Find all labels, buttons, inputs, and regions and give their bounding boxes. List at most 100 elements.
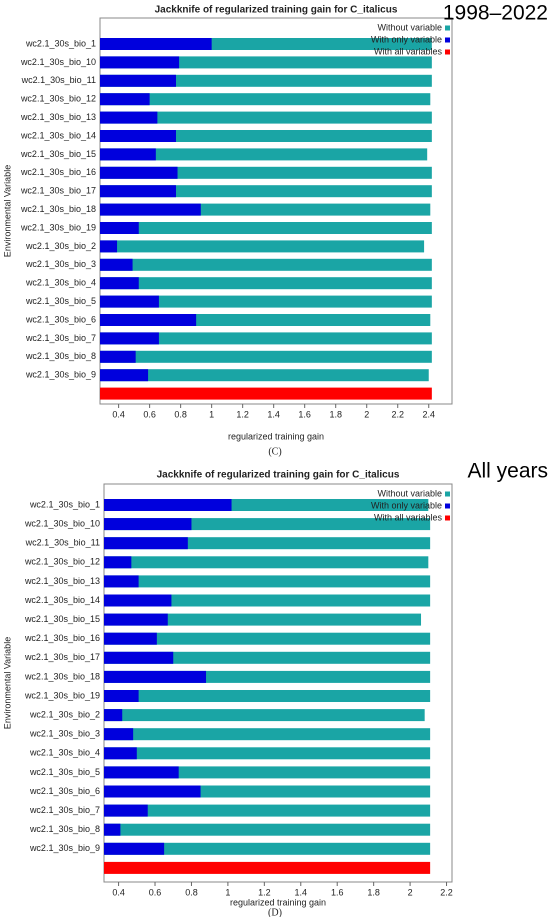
bar <box>100 387 432 400</box>
y-tick-label: wc2.1_30s_bio_17 <box>24 652 100 662</box>
bar <box>100 56 432 69</box>
x-tick-label: 0.8 <box>185 887 198 897</box>
y-tick-label: wc2.1_30s_bio_6 <box>29 786 100 796</box>
legend-label: With only variable <box>371 500 442 510</box>
bar <box>104 632 431 645</box>
y-axis-label: Environmental Variable <box>2 165 12 257</box>
legend-swatch <box>445 503 450 509</box>
bar <box>104 823 121 836</box>
annotation: 1998–2022 <box>443 2 548 25</box>
caption: (C) <box>268 446 281 457</box>
y-tick-label: wc2.1_30s_bio_1 <box>25 38 96 48</box>
chart-title: Jackknife of regularized training gain f… <box>157 470 400 481</box>
bar <box>100 258 432 271</box>
bar <box>104 613 422 626</box>
bar <box>100 74 432 87</box>
bar <box>104 651 431 664</box>
bar <box>100 332 432 345</box>
bar <box>100 111 158 124</box>
y-tick-label: wc2.1_30s_bio_18 <box>20 204 96 214</box>
y-tick-label: wc2.1_30s_bio_9 <box>25 370 96 380</box>
y-tick-label: wc2.1_30s_bio_5 <box>29 767 100 777</box>
x-tick-label: 2.2 <box>391 409 404 419</box>
bar <box>104 575 431 588</box>
y-tick-label: wc2.1_30s_bio_4 <box>29 748 100 758</box>
bar <box>100 314 197 326</box>
bar <box>104 804 431 817</box>
y-tick-label: wc2.1_30s_bio_14 <box>20 130 96 140</box>
bar <box>100 295 432 308</box>
bar <box>104 842 165 855</box>
legend-label: With all variables <box>374 46 443 56</box>
legend-swatch <box>445 25 450 31</box>
legend-label: With all variables <box>374 512 443 522</box>
x-tick-label: 0.4 <box>112 409 125 419</box>
y-tick-label: wc2.1_30s_bio_3 <box>29 729 100 739</box>
x-tick-label: 1.6 <box>331 887 344 897</box>
bar <box>100 240 118 253</box>
y-tick-label: wc2.1_30s_bio_3 <box>25 259 96 269</box>
bar <box>104 537 188 550</box>
y-tick-label: wc2.1_30s_bio_14 <box>24 595 100 605</box>
bar <box>104 728 431 741</box>
y-tick-label: wc2.1_30s_bio_16 <box>24 633 100 643</box>
bar <box>100 148 428 161</box>
bar <box>104 785 201 798</box>
bar <box>104 709 123 722</box>
y-tick-label: wc2.1_30s_bio_6 <box>25 314 96 324</box>
bar <box>104 594 172 607</box>
annotation: All years <box>467 460 548 483</box>
y-tick-label: wc2.1_30s_bio_8 <box>25 351 96 361</box>
bar <box>100 185 176 198</box>
x-tick-label: 0.4 <box>112 887 125 897</box>
bar <box>100 56 180 69</box>
bar <box>104 690 431 702</box>
y-tick-label: wc2.1_30s_bio_15 <box>20 149 96 159</box>
bar <box>100 74 176 87</box>
x-tick-label: 0.6 <box>143 409 156 419</box>
x-tick-label: 2.2 <box>440 887 453 897</box>
bar <box>104 594 431 607</box>
y-tick-label: wc2.1_30s_bio_9 <box>29 843 100 853</box>
chart-title: Jackknife of regularized training gain f… <box>155 5 398 16</box>
bar <box>104 670 207 683</box>
y-tick-label: wc2.1_30s_bio_2 <box>25 241 96 251</box>
x-axis-label: regularized training gain <box>230 897 326 907</box>
bar <box>100 258 133 271</box>
y-tick-label: wc2.1_30s_bio_13 <box>24 576 100 586</box>
legend-label: Without variable <box>377 22 442 32</box>
y-tick-label: wc2.1_30s_bio_18 <box>24 671 100 681</box>
bar <box>100 222 432 234</box>
x-tick-label: 1 <box>225 887 230 897</box>
bar <box>100 369 429 382</box>
bar <box>104 766 431 779</box>
bar <box>104 861 431 874</box>
bar <box>100 203 201 216</box>
x-tick-label: 2 <box>364 409 369 419</box>
bar <box>100 240 425 253</box>
x-tick-label: 1.4 <box>267 409 280 419</box>
y-tick-label: wc2.1_30s_bio_7 <box>29 805 100 815</box>
bar <box>104 842 431 855</box>
x-tick-label: 1.8 <box>367 887 380 897</box>
x-tick-label: 1.4 <box>295 887 308 897</box>
bar <box>100 93 431 106</box>
x-tick-label: 1.2 <box>236 409 249 419</box>
bar <box>100 369 149 382</box>
bar <box>100 166 178 179</box>
x-tick-label: 0.6 <box>149 887 162 897</box>
bar <box>100 295 159 308</box>
x-tick-label: 2 <box>408 887 413 897</box>
bar <box>104 747 137 760</box>
legend-label: With only variable <box>371 34 442 44</box>
legend-swatch <box>445 37 450 43</box>
x-tick-label: 1.2 <box>258 887 271 897</box>
bar <box>104 804 148 817</box>
y-tick-label: wc2.1_30s_bio_15 <box>24 614 100 624</box>
bar <box>104 556 132 569</box>
bar <box>104 575 139 588</box>
bar <box>100 166 432 179</box>
bar <box>100 148 156 161</box>
y-tick-label: wc2.1_30s_bio_19 <box>24 690 100 700</box>
